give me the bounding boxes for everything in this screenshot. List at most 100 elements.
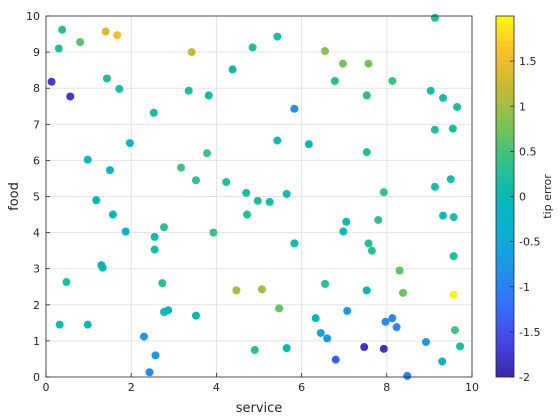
data-point: [76, 37, 85, 46]
data-point: [222, 178, 231, 187]
data-point: [438, 357, 447, 366]
data-point: [311, 314, 320, 323]
data-point: [430, 13, 439, 22]
data-point: [209, 228, 218, 237]
data-point: [265, 197, 274, 206]
data-point: [273, 32, 282, 41]
y-axis-label: food: [7, 182, 22, 211]
data-point: [449, 213, 458, 222]
colorbar-tick-label: -0.5: [519, 236, 540, 249]
y-tick-label: 7: [33, 118, 40, 131]
data-point: [145, 368, 154, 377]
data-point: [323, 334, 332, 343]
x-tick-label: 0: [43, 381, 50, 394]
data-point: [101, 27, 110, 36]
data-point: [66, 92, 75, 101]
x-tick-label: 6: [298, 381, 305, 394]
data-point: [388, 314, 397, 323]
data-point: [282, 344, 291, 353]
data-point: [446, 175, 455, 184]
data-point: [379, 344, 388, 353]
data-point: [450, 326, 459, 335]
data-point: [430, 125, 439, 134]
data-point: [108, 210, 117, 219]
data-point: [364, 59, 373, 68]
data-point: [232, 286, 241, 295]
data-points: [47, 13, 465, 380]
data-point: [105, 166, 114, 175]
data-point: [342, 217, 351, 226]
data-point: [448, 124, 457, 133]
y-tick-labels: 0 1 2 3 4 5 6 7 8 9 10: [26, 10, 50, 384]
data-point: [421, 337, 430, 346]
data-point: [113, 31, 122, 40]
data-point: [83, 320, 92, 329]
x-tick-label: 10: [465, 381, 479, 394]
data-point: [191, 176, 200, 185]
colorbar-tick-label: -1: [519, 281, 530, 294]
data-point: [360, 343, 369, 352]
data-point: [321, 279, 330, 288]
data-point: [83, 155, 92, 164]
y-tick-label: 5: [33, 191, 40, 204]
data-point: [343, 306, 352, 315]
data-point: [203, 149, 212, 158]
data-point: [439, 93, 448, 102]
data-point: [92, 196, 101, 205]
data-point: [125, 139, 134, 148]
x-tick-labels: 0 2 4 6 8 10: [43, 373, 479, 394]
x-tick-label: 8: [383, 381, 390, 394]
y-tick-label: 4: [33, 227, 40, 240]
data-point: [47, 77, 56, 86]
y-tick-label: 9: [33, 46, 40, 59]
colorbar-label: tip error: [541, 174, 554, 219]
data-point: [339, 227, 348, 236]
data-point: [187, 48, 196, 57]
data-point: [449, 252, 458, 261]
data-point: [184, 86, 193, 95]
y-tick-label: 1: [33, 335, 40, 348]
colorbar-tick-label: 0.5: [519, 145, 537, 158]
data-point: [275, 304, 284, 313]
data-point: [403, 371, 412, 380]
data-point: [102, 74, 111, 83]
data-point: [54, 44, 63, 53]
data-point: [164, 306, 173, 315]
data-point: [58, 25, 67, 34]
colorbar-tick-label: -2: [519, 371, 530, 384]
data-point: [362, 286, 371, 295]
data-point: [139, 332, 148, 341]
y-tick-label: 10: [26, 10, 40, 23]
data-point: [242, 188, 251, 197]
data-point: [398, 288, 407, 297]
data-point: [253, 196, 262, 205]
data-point: [330, 76, 339, 85]
data-point: [331, 355, 340, 364]
y-tick-label: 8: [33, 82, 40, 95]
colorbar-tick-label: 0: [519, 191, 526, 204]
data-point: [149, 108, 158, 117]
x-axis-label: service: [236, 401, 283, 416]
data-point: [362, 91, 371, 100]
data-point: [228, 65, 237, 74]
data-point: [379, 188, 388, 197]
colorbar-tick-label: -1.5: [519, 326, 540, 339]
data-point: [290, 104, 299, 113]
data-point: [191, 311, 200, 320]
data-point: [282, 189, 291, 198]
data-point: [290, 239, 299, 248]
data-point: [395, 266, 404, 275]
data-point: [121, 227, 130, 236]
y-tick-label: 3: [33, 263, 40, 276]
data-point: [257, 285, 266, 294]
data-point: [160, 223, 169, 232]
y-tick-label: 2: [33, 299, 40, 312]
data-point: [273, 136, 282, 145]
data-point: [55, 320, 64, 329]
data-point: [321, 47, 330, 56]
data-point: [316, 328, 325, 337]
data-point: [367, 246, 376, 255]
data-point: [151, 351, 160, 360]
colorbar-tick-labels: -2 -1.5 -1 -0.5 0 0.5 1 1.5: [510, 55, 540, 384]
